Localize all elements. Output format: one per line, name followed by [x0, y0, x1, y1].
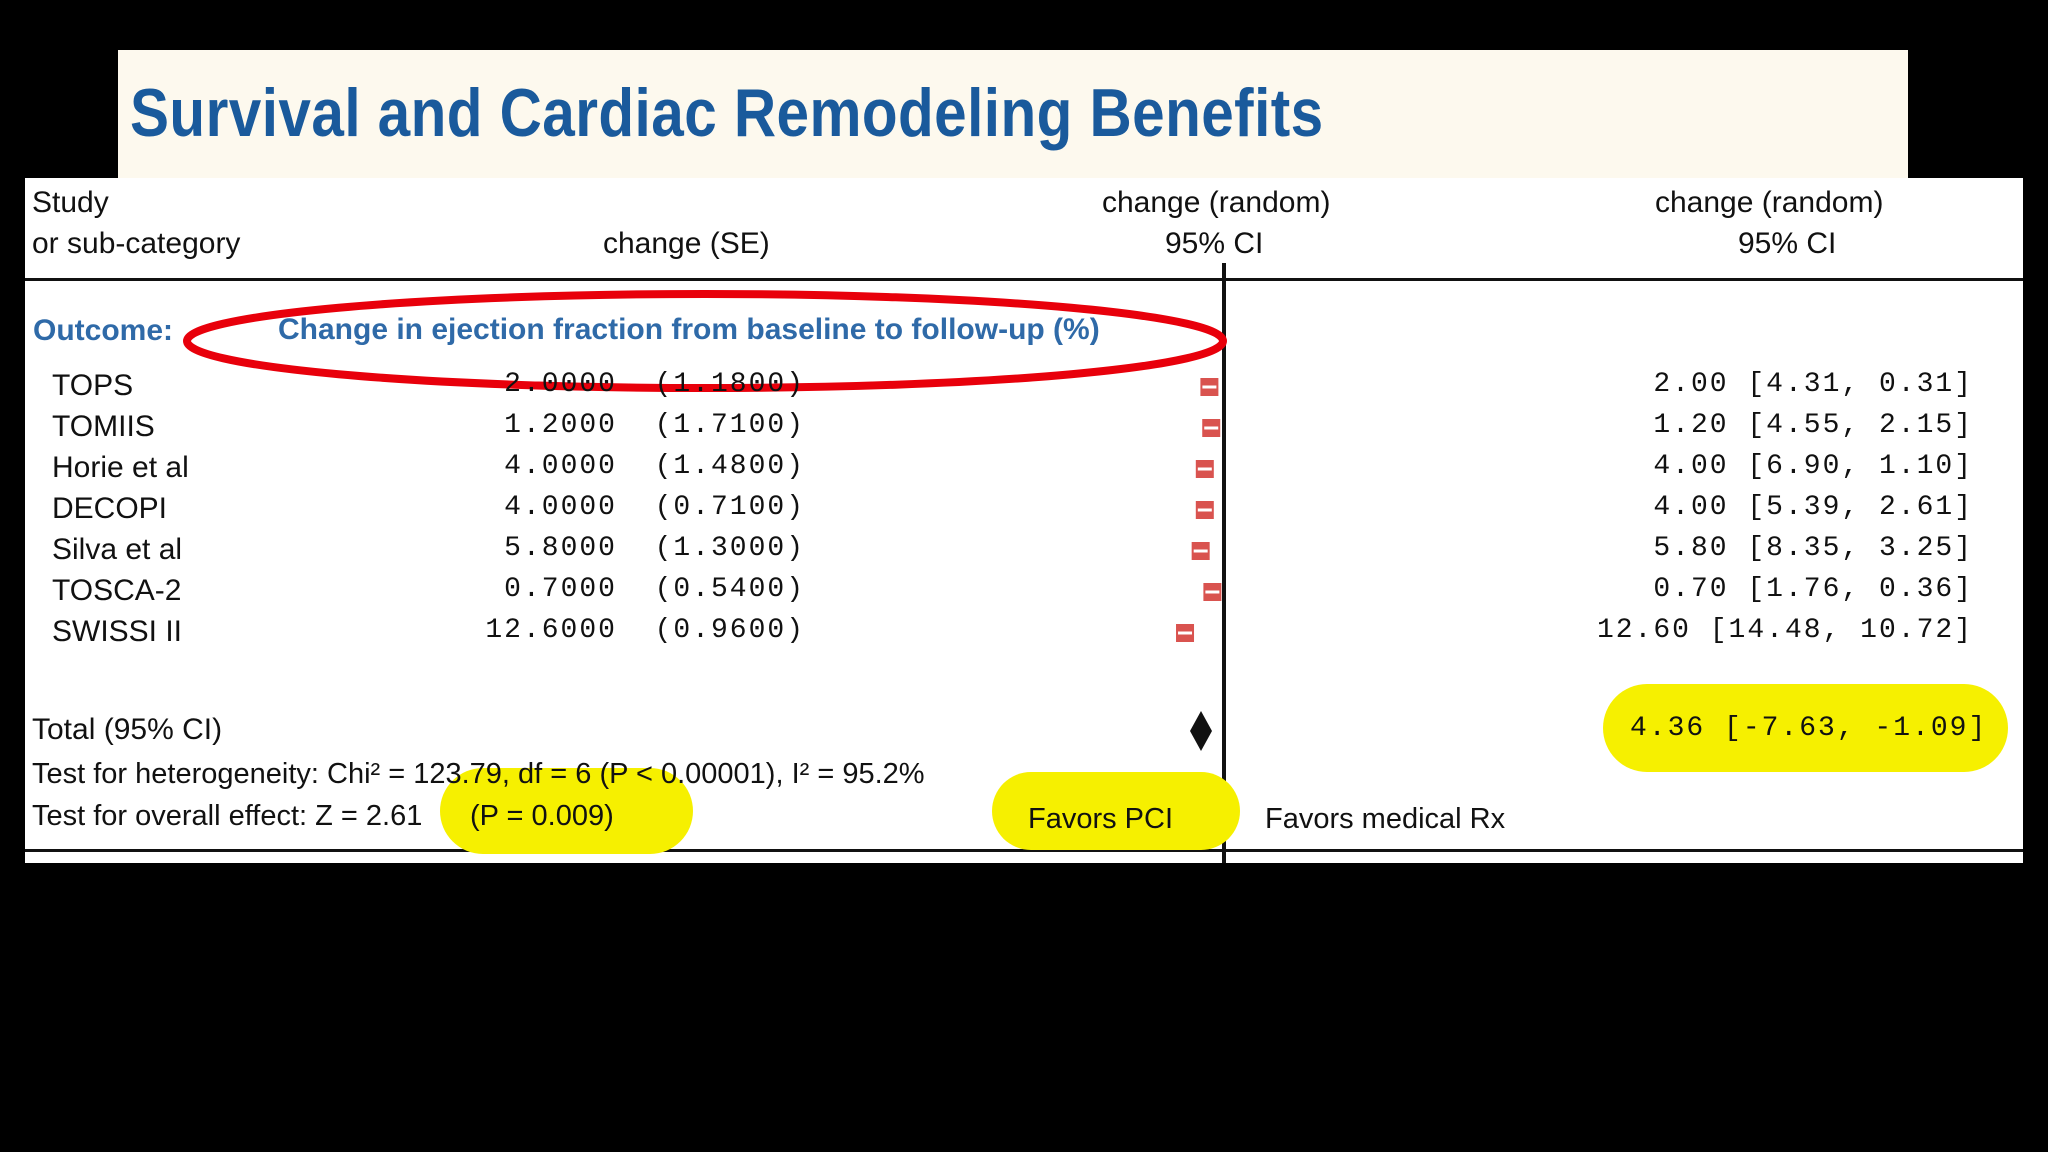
bottom-divider [25, 849, 2023, 852]
pooled-estimate-diamond [1190, 711, 1212, 751]
outcome-text: Change in ejection fraction from baselin… [278, 313, 1100, 346]
p-value-highlight [440, 768, 693, 854]
outcome-ellipse-annotation [183, 290, 1227, 392]
header-study: Study [32, 186, 109, 219]
study-ci: 2.00 [4.31, 0.31] [1653, 369, 1973, 400]
null-effect-line [1222, 263, 1226, 863]
header-plot-ci: 95% CI [1165, 227, 1264, 260]
heterogeneity-test: Test for heterogeneity: Chi² = 123.79, d… [32, 758, 925, 790]
slide-title-band: Survival and Cardiac Remodeling Benefits [118, 50, 1908, 178]
header-ci-change: change (random) [1655, 186, 1884, 219]
study-name: Horie et al [52, 451, 189, 484]
overall-effect-p: (P = 0.009) [470, 800, 614, 832]
slide-title: Survival and Cardiac Remodeling Benefits [130, 75, 1324, 151]
favors-pci-highlight [992, 772, 1240, 850]
study-ci: 1.20 [4.55, 2.15] [1653, 410, 1973, 441]
forest-marks [1176, 378, 1222, 751]
header-ci: 95% CI [1738, 227, 1837, 260]
study-name: TOMIIS [52, 410, 155, 443]
study-ci: 0.70 [1.76, 0.36] [1653, 574, 1973, 605]
study-name: SWISSI II [52, 615, 183, 648]
study-change-se: 1.2000 (1.7100) [504, 410, 805, 441]
study-ci: 4.00 [6.90, 1.10] [1653, 451, 1973, 482]
study-change-se: 12.6000 (0.9600) [485, 615, 805, 646]
total-ci-text: 4.36 [-7.63, -1.09] [1630, 713, 1988, 744]
study-ci: 12.60 [14.48, 10.72] [1596, 615, 1973, 646]
header-change-se: change (SE) [603, 227, 770, 260]
forest-plot-panel: Study or sub-category change (SE) change… [25, 178, 2023, 863]
study-change-se: 2.0000 (1.1800) [504, 369, 805, 400]
overall-effect-test: Test for overall effect: Z = 2.61 [32, 800, 423, 832]
study-name: TOSCA-2 [52, 574, 182, 607]
study-change-se: 4.0000 (1.4800) [504, 451, 805, 482]
study-name: Silva et al [52, 533, 183, 566]
total-ci-highlight [1603, 684, 2008, 772]
header-divider [25, 278, 2023, 281]
study-change-se: 4.0000 (0.7100) [504, 492, 805, 523]
total-label: Total (95% CI) [32, 713, 223, 746]
header-subcategory: or sub-category [32, 227, 241, 260]
study-ci: 4.00 [5.39, 2.61] [1653, 492, 1973, 523]
study-ci: 5.80 [8.35, 3.25] [1653, 533, 1973, 564]
header-plot-change: change (random) [1102, 186, 1331, 219]
study-name: TOPS [52, 369, 134, 402]
favors-medical-label: Favors medical Rx [1265, 803, 1506, 835]
study-change-se: 0.7000 (0.5400) [504, 574, 805, 605]
favors-pci-label: Favors PCI [1028, 803, 1174, 835]
study-name: DECOPI [52, 492, 168, 525]
study-change-se: 5.8000 (1.3000) [504, 533, 805, 564]
outcome-label: Outcome: [33, 314, 174, 347]
